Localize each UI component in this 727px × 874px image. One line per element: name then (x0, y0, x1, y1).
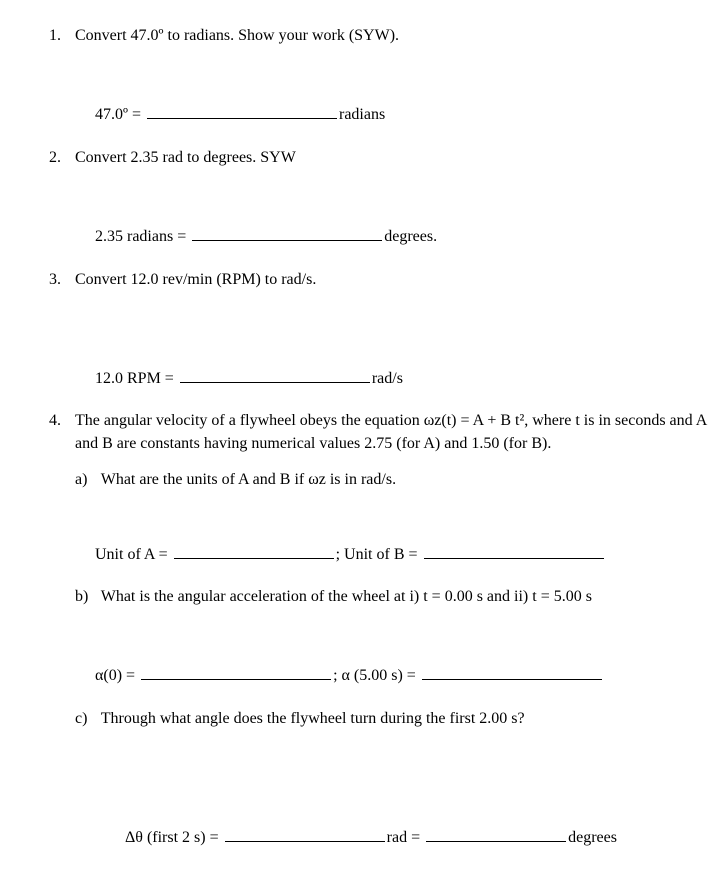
question-3: Convert 12.0 rev/min (RPM) to rad/s. 12.… (65, 269, 712, 391)
q4b-mid: ; α (5.00 s) = (333, 667, 416, 684)
q4c-blank-2 (426, 825, 566, 842)
q1-prompt: Convert 47.0º to radians. Show your work… (75, 27, 399, 44)
q4b-blank-2 (422, 663, 602, 680)
q4c-blank-1 (225, 825, 385, 842)
q4a-text: What are the units of A and B if ωz is i… (101, 471, 396, 488)
q4b-answer-row: α(0) = ; α (5.00 s) = (95, 663, 712, 687)
q1-unit: radians (339, 106, 385, 123)
q4c-lhs: Δθ (first 2 s) = (125, 829, 219, 846)
q3-unit: rad/s (372, 370, 403, 387)
q4a-blank-1 (174, 542, 334, 559)
q3-blank (180, 366, 370, 383)
q4c-text: Through what angle does the flywheel tur… (101, 710, 525, 727)
q3-lhs: 12.0 RPM = (95, 370, 174, 387)
q4c-unit: degrees (568, 829, 617, 846)
q4a-answer-row: Unit of A = ; Unit of B = (95, 542, 712, 566)
question-4: The angular velocity of a flywheel obeys… (65, 410, 712, 849)
q4b: b) What is the angular acceleration of t… (75, 586, 712, 608)
q4c-mid: rad = (387, 829, 420, 846)
q4-prompt: The angular velocity of a flywheel obeys… (75, 412, 706, 451)
q1-answer-row: 47.0º = radians (95, 102, 712, 126)
q4a: a) What are the units of A and B if ωz i… (75, 469, 712, 491)
q4a-mid: ; Unit of B = (336, 546, 418, 563)
q3-answer-row: 12.0 RPM = rad/s (95, 366, 712, 390)
q1-blank (147, 102, 337, 119)
question-1: Convert 47.0º to radians. Show your work… (65, 25, 712, 127)
q4b-lhs: α(0) = (95, 667, 135, 684)
q2-prompt: Convert 2.35 rad to degrees. SYW (75, 149, 296, 166)
q4c-label: c) (75, 708, 97, 730)
q4b-text: What is the angular acceleration of the … (101, 588, 592, 605)
question-2: Convert 2.35 rad to degrees. SYW 2.35 ra… (65, 147, 712, 249)
q4a-blank-2 (424, 542, 604, 559)
q2-unit: degrees. (384, 228, 437, 245)
q4a-label: a) (75, 469, 97, 491)
q4a-lhs: Unit of A = (95, 546, 168, 563)
q2-blank (192, 224, 382, 241)
q4c: c) Through what angle does the flywheel … (75, 708, 712, 730)
q3-prompt: Convert 12.0 rev/min (RPM) to rad/s. (75, 271, 316, 288)
q2-answer-row: 2.35 radians = degrees. (95, 224, 712, 248)
q4b-blank-1 (141, 663, 331, 680)
q4c-answer-row: Δθ (first 2 s) = rad = degrees (125, 825, 712, 849)
q4b-label: b) (75, 586, 97, 608)
question-list: Convert 47.0º to radians. Show your work… (15, 25, 712, 849)
q1-lhs: 47.0º = (95, 106, 141, 123)
q2-lhs: 2.35 radians = (95, 228, 186, 245)
